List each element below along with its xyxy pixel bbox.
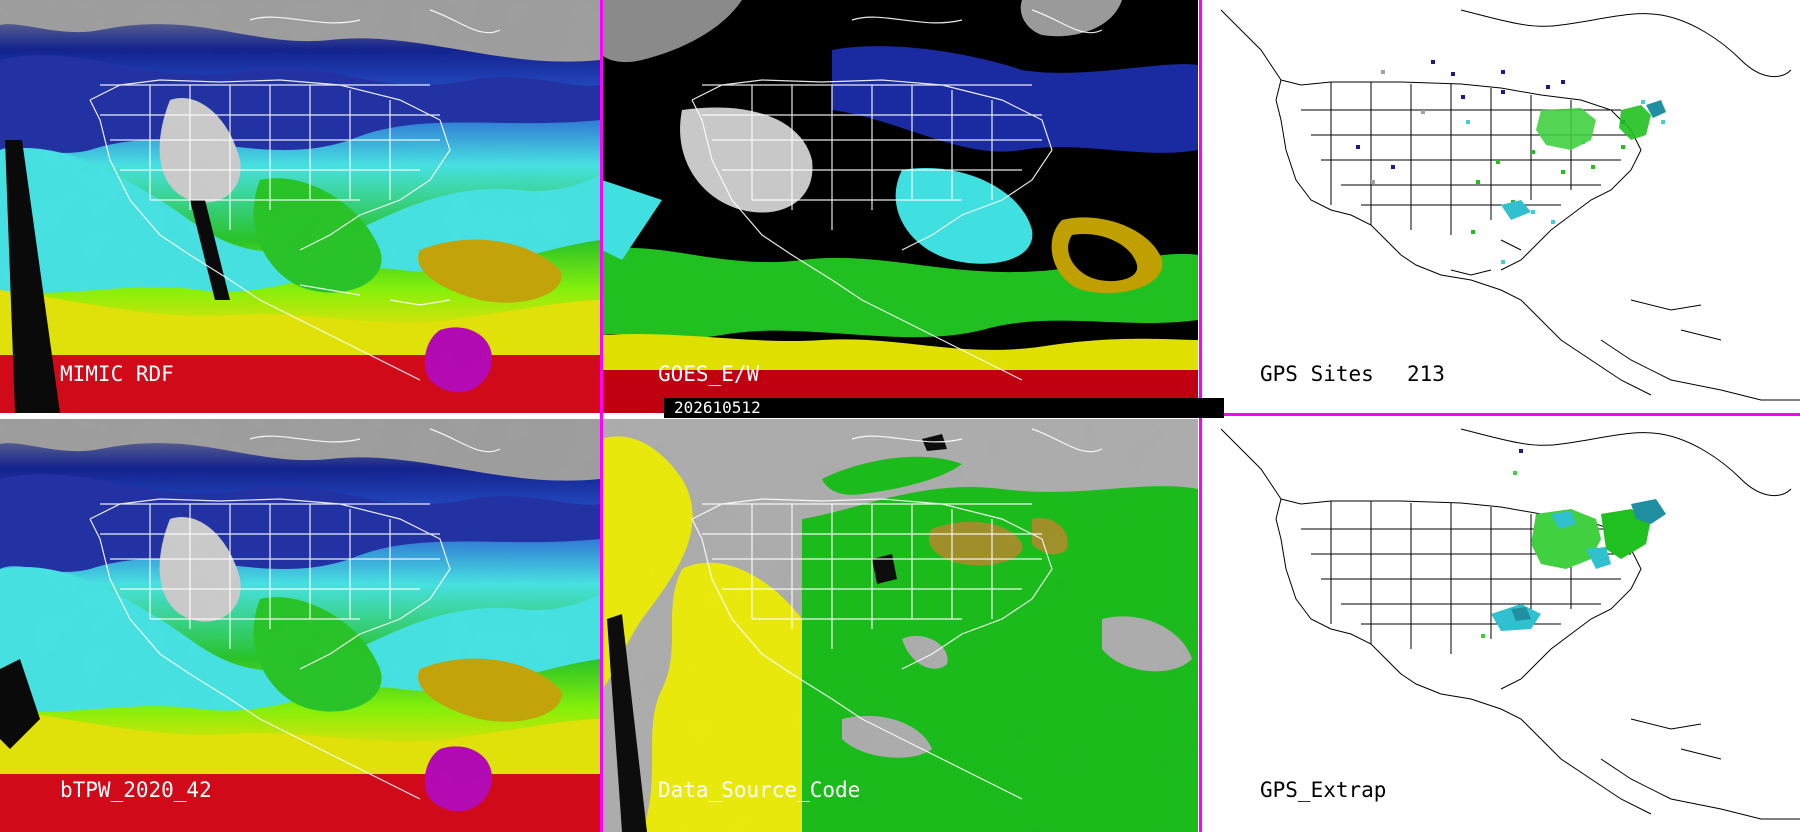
panel-label: MIMIC RDF [60, 362, 174, 386]
panel-mimic-rdf: MIMIC RDF [0, 0, 600, 413]
panel-goes: GOES_E/W [602, 0, 1198, 413]
btpw-map-image [0, 419, 600, 832]
panel-data-source: Data_Source_Code [602, 419, 1198, 832]
coastline-outline-icon [691, 428, 1103, 800]
panel-gps-sites: GPS Sites 213 [1201, 0, 1800, 413]
panel-label: GPS Sites [1260, 362, 1374, 386]
panel-label: GPS_Extrap [1260, 778, 1387, 802]
panel-label: Data_Source_Code [658, 778, 861, 802]
data-source-map-image [602, 419, 1198, 832]
coastline-outline-icon [89, 428, 501, 800]
coastline-outline-icon [89, 9, 501, 381]
gps-sites-map [1220, 9, 1800, 401]
goes-map-image [602, 0, 1198, 413]
coastline-outline-icon [691, 9, 1103, 381]
separator-horizontal-right [1199, 413, 1800, 416]
panel-gps-extrap: GPS_Extrap [1201, 419, 1800, 832]
separator-vertical-left [600, 0, 603, 832]
site-count: 213 [1407, 362, 1445, 386]
timestamp-bar: 202610512 [664, 398, 1224, 418]
extrap-region-icon [1481, 449, 1666, 638]
site-markers-icon [1356, 60, 1666, 264]
panel-label: bTPW_2020_42 [60, 778, 212, 802]
tpw-map-image [0, 0, 600, 413]
panel-label: GOES_E/W [658, 362, 760, 386]
panel-btpw: bTPW_2020_42 [0, 419, 600, 832]
gps-extrap-map [1220, 428, 1800, 820]
